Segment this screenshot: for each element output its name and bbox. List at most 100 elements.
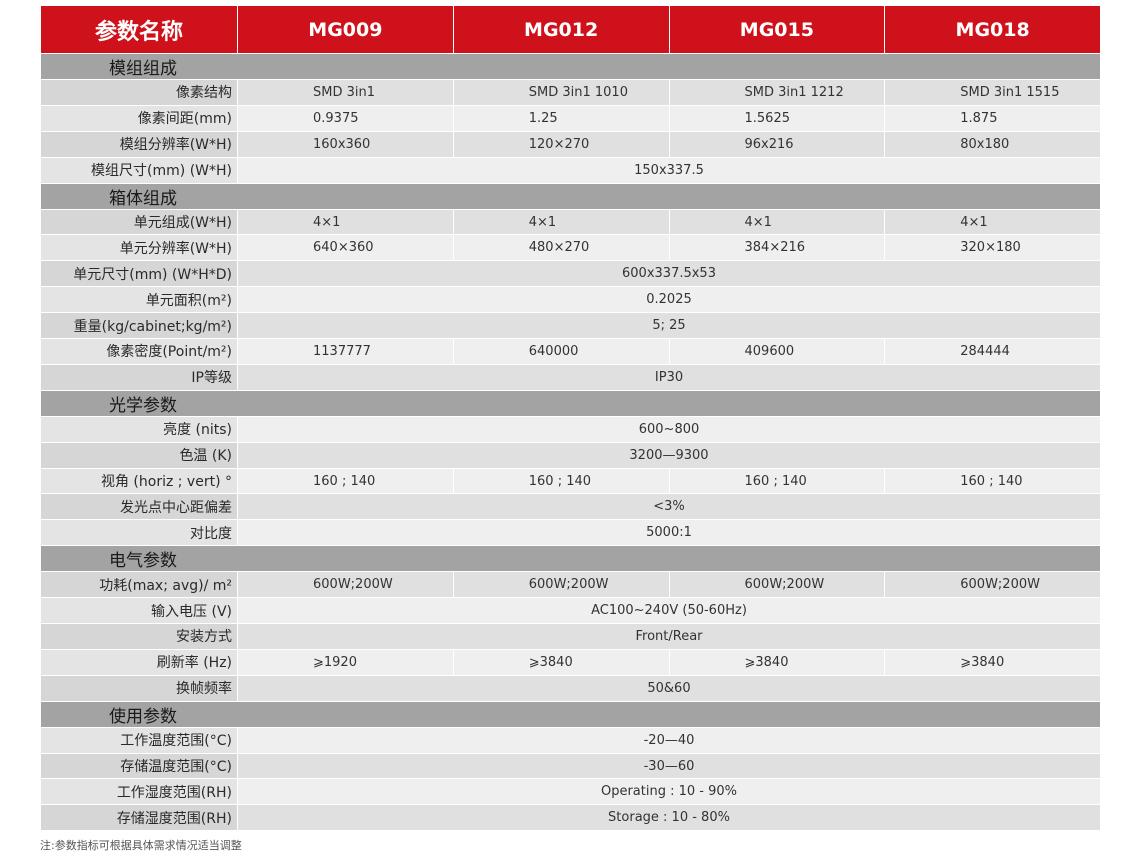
table-row: 模组分辨率(W*H) 160x360 120×270 96x216 80x180 <box>40 130 1101 158</box>
param-label: 视角 (horiz ; vert) ° <box>40 467 238 495</box>
table-row: 像素间距(mm) 0.9375 1.25 1.5625 1.875 <box>40 104 1101 132</box>
param-value: SMD 3in1 <box>237 79 454 106</box>
table-row: 像素密度(Point/m²) 1137777 640000 409600 284444 <box>40 338 1101 365</box>
param-value: ⩾1920 <box>237 648 454 676</box>
param-label: 像素密度(Point/m²) <box>40 338 238 365</box>
param-value: 1.5625 <box>668 104 886 132</box>
param-value: 284444 <box>884 338 1101 365</box>
param-value: 160x360 <box>237 130 454 158</box>
param-value: 384×216 <box>668 234 886 262</box>
param-value: 600W;200W <box>237 571 454 599</box>
param-value: 640000 <box>452 338 670 365</box>
param-label: 单元分辨率(W*H) <box>40 234 238 262</box>
table-row: 输入电压 (V) AC100~240V (50-60Hz) <box>40 597 1101 625</box>
table-row: 色温 (K) 3200—9300 <box>40 441 1101 469</box>
param-value-shared: -30—60 <box>237 752 1101 780</box>
param-value-shared: 5000:1 <box>237 519 1101 547</box>
param-value: 4×1 <box>884 208 1101 236</box>
table-row: 重量(kg/cabinet;kg/m²) 5; 25 <box>40 312 1101 340</box>
table-row: 工作湿度范围(RH) Operating : 10 - 90% <box>40 778 1101 806</box>
param-label: 重量(kg/cabinet;kg/m²) <box>40 312 238 340</box>
table-row: 像素结构 SMD 3in1 SMD 3in1 1010 SMD 3in1 1212 SM… <box>40 79 1101 106</box>
param-label: 换帧频率 <box>40 674 238 702</box>
param-value: 320×180 <box>884 234 1101 262</box>
param-label: 亮度 (nits) <box>40 415 238 443</box>
param-value: 480×270 <box>452 234 670 262</box>
param-value-shared: -20—40 <box>237 726 1101 754</box>
param-value: SMD 3in1 1212 <box>668 79 886 106</box>
param-label: 像素结构 <box>40 79 238 106</box>
param-value: 1137777 <box>237 338 454 365</box>
table-row: IP等级 IP30 <box>40 363 1101 391</box>
table-row: 存储温度范围(°C) -30—60 <box>40 752 1101 780</box>
section-header: 箱体组成 <box>40 182 1101 210</box>
header-model: MG018 <box>884 5 1101 54</box>
table-row: 单元尺寸(mm) (W*H*D) 600x337.5x53 <box>40 260 1101 288</box>
header-model: MG012 <box>452 5 670 54</box>
header-model: MG009 <box>237 5 454 54</box>
param-value: SMD 3in1 1010 <box>452 79 670 106</box>
param-label: 像素间距(mm) <box>40 104 238 132</box>
param-label: 刷新率 (Hz) <box>40 648 238 676</box>
param-value-shared: IP30 <box>237 363 1101 391</box>
param-value-shared: Storage : 10 - 80% <box>237 804 1101 832</box>
header-param-name: 参数名称 <box>40 5 238 54</box>
param-value: 96x216 <box>668 130 886 158</box>
section-header: 使用参数 <box>40 700 1101 728</box>
header-model: MG015 <box>668 5 886 54</box>
param-label: 单元组成(W*H) <box>40 208 238 236</box>
param-value: 1.875 <box>884 104 1101 132</box>
section-title: 使用参数 <box>40 700 1101 728</box>
section-title: 箱体组成 <box>40 182 1101 210</box>
section-header: 模组组成 <box>40 53 1101 80</box>
table-row: 单元组成(W*H) 4×1 4×1 4×1 4×1 <box>40 208 1101 236</box>
table-row: 亮度 (nits) 600~800 <box>40 415 1101 443</box>
section-title: 电气参数 <box>40 545 1101 573</box>
param-value: 600W;200W <box>452 571 670 599</box>
table-row: 视角 (horiz ; vert) ° 160 ; 140 160 ; 140 160… <box>40 467 1101 495</box>
footnote: 注:参数指标可根据具体需求情况适当调整 <box>40 839 242 852</box>
section-title: 模组组成 <box>40 53 1101 80</box>
param-label: 单元面积(m²) <box>40 286 238 314</box>
param-value: 640×360 <box>237 234 454 262</box>
param-value: SMD 3in1 1515 <box>884 79 1101 106</box>
section-title: 光学参数 <box>40 389 1101 417</box>
param-label: 安装方式 <box>40 623 238 650</box>
param-label: 存储温度范围(°C) <box>40 752 238 780</box>
table-row: 安装方式 Front/Rear <box>40 623 1101 650</box>
param-label: 模组分辨率(W*H) <box>40 130 238 158</box>
table-row: 对比度 5000:1 <box>40 519 1101 547</box>
param-label: 输入电压 (V) <box>40 597 238 625</box>
param-value-shared: 0.2025 <box>237 286 1101 314</box>
param-value: 4×1 <box>668 208 886 236</box>
param-value-shared: 600~800 <box>237 415 1101 443</box>
param-label: 发光点中心距偏差 <box>40 493 238 521</box>
param-label: 工作湿度范围(RH) <box>40 778 238 806</box>
table-row: 单元分辨率(W*H) 640×360 480×270 384×216 320×180 <box>40 234 1101 262</box>
table-row: 单元面积(m²) 0.2025 <box>40 286 1101 314</box>
param-value: 80x180 <box>884 130 1101 158</box>
param-label: 色温 (K) <box>40 441 238 469</box>
section-header: 光学参数 <box>40 389 1101 417</box>
table-row: 发光点中心距偏差 <3% <box>40 493 1101 521</box>
param-value: 160 ; 140 <box>668 467 886 495</box>
param-value-shared: Operating : 10 - 90% <box>237 778 1101 806</box>
param-value-shared: 5; 25 <box>237 312 1101 340</box>
table-row: 功耗(max; avg)/ m² 600W;200W 600W;200W 600W;2… <box>40 571 1101 599</box>
param-value: 160 ; 140 <box>452 467 670 495</box>
param-value: 0.9375 <box>237 104 454 132</box>
param-label: 模组尺寸(mm) (W*H) <box>40 156 238 184</box>
param-value: 600W;200W <box>668 571 886 599</box>
table-row: 模组尺寸(mm) (W*H) 150x337.5 <box>40 156 1101 184</box>
param-label: 存储湿度范围(RH) <box>40 804 238 832</box>
table-row: 刷新率 (Hz) ⩾1920 ⩾3840 ⩾3840 ⩾3840 <box>40 648 1101 676</box>
table-header: 参数名称 MG009 MG012 MG015 MG018 <box>40 5 1101 54</box>
section-header: 电气参数 <box>40 545 1101 573</box>
param-value-shared: <3% <box>237 493 1101 521</box>
param-label: IP等级 <box>40 363 238 391</box>
param-value: 160 ; 140 <box>237 467 454 495</box>
param-label: 功耗(max; avg)/ m² <box>40 571 238 599</box>
param-value-shared: 3200—9300 <box>237 441 1101 469</box>
param-value: 4×1 <box>452 208 670 236</box>
param-value: 409600 <box>668 338 886 365</box>
